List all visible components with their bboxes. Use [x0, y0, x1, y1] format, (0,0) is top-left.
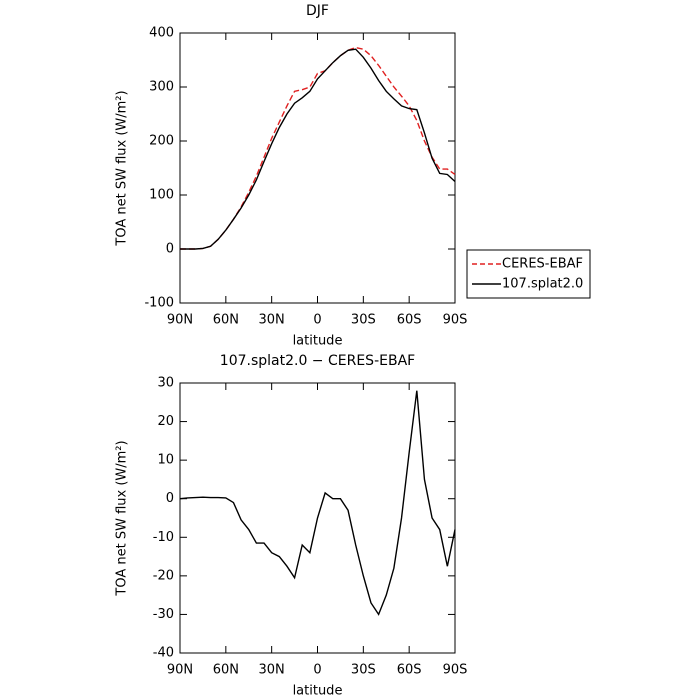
y-axis-label: TOA net SW flux (W/m²) — [115, 90, 130, 246]
y-tick-label: 300 — [149, 80, 174, 95]
y-tick-label: 0 — [166, 242, 174, 257]
data-line — [180, 48, 456, 250]
x-tick-label: 90S — [443, 313, 468, 328]
y-tick-label: 30 — [157, 376, 174, 391]
chart-title: 107.splat2.0 − CERES-EBAF — [220, 353, 415, 369]
x-tick-label: 60S — [397, 313, 422, 328]
legend-box — [466, 249, 591, 299]
y-axis-label: TOA net SW flux (W/m²) — [115, 440, 130, 596]
legend-label: 107.splat2.0 — [502, 277, 583, 292]
x-tick-label: 0 — [313, 663, 321, 678]
x-axis-label: latitude — [293, 684, 343, 699]
chart-title: DJF — [306, 3, 329, 19]
y-tick-label: 20 — [157, 414, 174, 429]
y-tick-label: -30 — [153, 607, 174, 622]
data-line — [179, 390, 456, 616]
x-tick-label: 90N — [167, 663, 193, 678]
x-tick-label: 60N — [213, 663, 239, 678]
x-tick-label: 30S — [351, 663, 376, 678]
y-tick-label: 100 — [149, 188, 174, 203]
x-tick-label: 30S — [351, 313, 376, 328]
y-tick-label: 0 — [166, 491, 174, 506]
x-tick-label: 30N — [259, 313, 285, 328]
y-tick-label: 400 — [149, 26, 174, 41]
y-tick-label: -20 — [153, 568, 174, 583]
x-axis-label: latitude — [293, 334, 343, 349]
data-line — [180, 46, 456, 250]
x-tick-label: 60N — [213, 313, 239, 328]
y-tick-label: -100 — [144, 296, 174, 311]
x-tick-label: 0 — [313, 313, 321, 328]
y-tick-label: 10 — [157, 453, 174, 468]
y-tick-label: 200 — [149, 134, 174, 149]
x-tick-label: 30N — [259, 663, 285, 678]
x-tick-label: 90S — [443, 663, 468, 678]
y-tick-label: -40 — [153, 646, 174, 661]
legend-label: CERES-EBAF — [502, 257, 583, 272]
y-tick-label: -10 — [153, 530, 174, 545]
x-tick-label: 90N — [167, 313, 193, 328]
x-tick-label: 60S — [397, 663, 422, 678]
